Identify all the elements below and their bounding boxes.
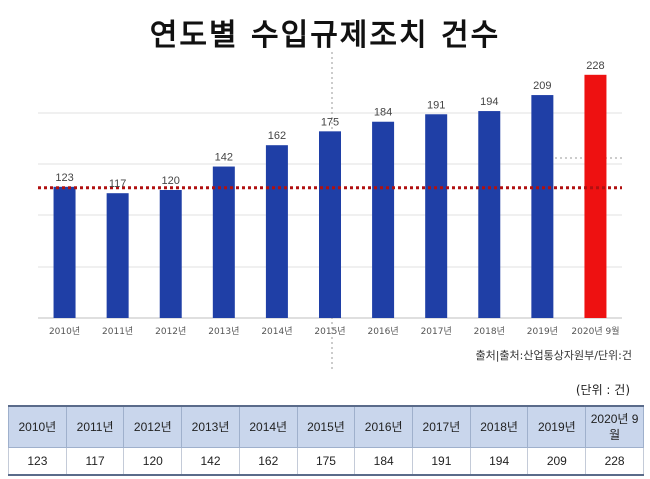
bar — [265, 145, 288, 318]
x-tick-label: 2019년 — [527, 326, 558, 337]
table-header-cell: 2016년 — [354, 405, 414, 448]
table-header-cell: 2010년 — [8, 405, 67, 448]
x-tick-labels: 2010년 2011년 2012년 2013년 2014년 2015년 2016년 2017년… — [49, 325, 620, 337]
data-label: 175 — [321, 116, 339, 128]
bar — [319, 131, 341, 318]
data-label: 123 — [55, 172, 73, 184]
table-header-row: 2010년 2011년 2012년 2013년 2014년 2015년 2016년 2017년… — [8, 405, 644, 448]
data-label: 117 — [109, 178, 127, 190]
x-tick-label: 2018년 — [474, 326, 505, 337]
source-note: 출처|출처:산업통상자원부/단위:건 — [475, 349, 632, 362]
x-tick-label: 2013년 — [208, 326, 239, 337]
x-tick-label: 2011년 — [102, 326, 133, 337]
table-value-cell: 123 — [8, 447, 67, 476]
data-label: 194 — [480, 96, 498, 108]
table-value-cell: 120 — [123, 447, 183, 476]
data-labels: 123 117 120 142 162 175 184 191 194 209 228 — [55, 60, 604, 190]
table-header-cell: 2019년 — [527, 405, 587, 448]
table-value-cell: 228 — [585, 447, 644, 476]
bar — [531, 95, 554, 318]
x-tick-label: 2010년 — [49, 326, 80, 337]
table-header-cell: 2013년 — [181, 405, 240, 448]
chart-title: 연도별 수입규제조치 건수 — [149, 18, 501, 53]
data-label: 209 — [533, 80, 551, 92]
table-value-cell: 117 — [65, 447, 125, 476]
bar — [53, 186, 76, 318]
bar — [584, 74, 607, 318]
data-label: 120 — [162, 175, 180, 187]
x-tick-label: 2012년 — [155, 326, 186, 337]
table-value-cell: 142 — [181, 447, 240, 476]
x-tick-label: 2016년 — [367, 326, 398, 337]
table-value-row: 123 117 120 142 162 175 184 191 194 209 228 — [8, 447, 644, 476]
table-value-cell: 191 — [412, 447, 471, 476]
table-value-cell: 175 — [296, 447, 356, 476]
bar — [372, 121, 395, 318]
table-value-cell: 194 — [469, 447, 529, 476]
data-table: 2010년 2011년 2012년 2013년 2014년 2015년 2016년 2017년… — [8, 405, 644, 476]
bar — [425, 114, 448, 319]
bars — [53, 74, 607, 319]
table-header-cell: 2018년 — [469, 405, 529, 448]
data-label: 184 — [374, 107, 392, 119]
table-header-cell: 2011년 — [65, 405, 125, 448]
table-header-cell: 2012년 — [123, 405, 183, 448]
data-label: 228 — [586, 60, 604, 72]
table-value-cell: 184 — [354, 447, 414, 476]
table-header-cell: 2014년 — [238, 405, 298, 448]
table-header-cell: 2020년 9월 — [585, 405, 644, 448]
data-label: 162 — [268, 130, 286, 142]
x-tick-label: 2017년 — [421, 326, 452, 337]
bar — [106, 193, 129, 318]
bar — [159, 190, 182, 318]
table-header-cell: 2015년 — [296, 405, 356, 448]
bar — [478, 111, 501, 318]
data-label: 142 — [215, 152, 233, 164]
x-tick-label: 2015년 — [314, 326, 345, 337]
table-value-cell: 209 — [527, 447, 587, 476]
x-tick-label: 2020년 9월 — [571, 325, 619, 337]
data-label: 191 — [427, 99, 445, 111]
x-tick-label: 2014년 — [261, 326, 292, 337]
unit-note: (단위 : 건) — [575, 383, 630, 397]
table-header-cell: 2017년 — [412, 405, 471, 448]
bar — [212, 166, 235, 318]
table-value-cell: 162 — [238, 447, 298, 476]
